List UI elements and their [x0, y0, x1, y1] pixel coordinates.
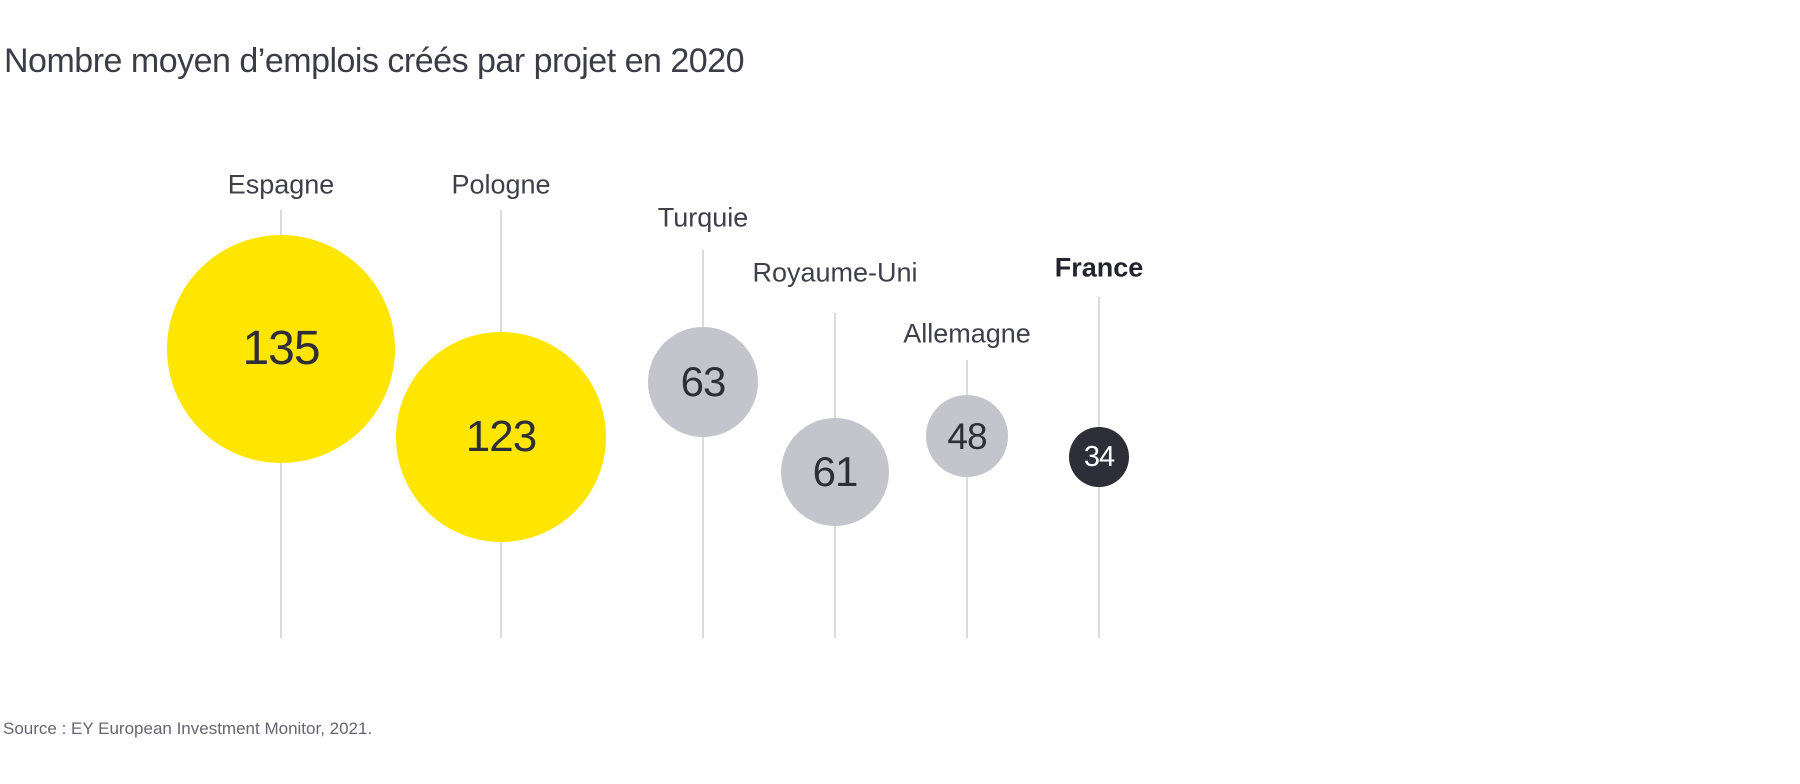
stem-line-allemagne [966, 360, 968, 638]
bubble-royaume-uni: 61 [781, 418, 889, 526]
bubble-value-turquie: 63 [680, 358, 727, 405]
chart-title: Nombre moyen d’emplois créés par projet … [4, 42, 745, 80]
bubble-pologne: 123 [396, 332, 606, 542]
country-label-pologne: Pologne [451, 169, 551, 200]
bubble-espagne: 135 [167, 235, 395, 463]
bubble-allemagne: 48 [926, 395, 1008, 477]
bubble-value-espagne: 135 [242, 322, 320, 375]
bubble-france: 34 [1069, 427, 1129, 487]
bubble-value-allemagne: 48 [947, 415, 987, 457]
country-label-turquie: Turquie [657, 202, 749, 233]
country-label-france: France [1054, 252, 1144, 283]
stem-line-turquie [702, 250, 704, 638]
country-label-allemagne: Allemagne [903, 318, 1031, 349]
country-label-royaume-uni: Royaume-Uni [752, 257, 918, 288]
bubble-value-royaume-uni: 61 [812, 448, 859, 495]
bubble-turquie: 63 [648, 327, 758, 437]
country-label-espagne: Espagne [227, 169, 335, 200]
bubble-value-france: 34 [1083, 440, 1115, 473]
source-note: Source : EY European Investment Monitor,… [3, 719, 373, 738]
bubble-value-pologne: 123 [465, 412, 537, 461]
